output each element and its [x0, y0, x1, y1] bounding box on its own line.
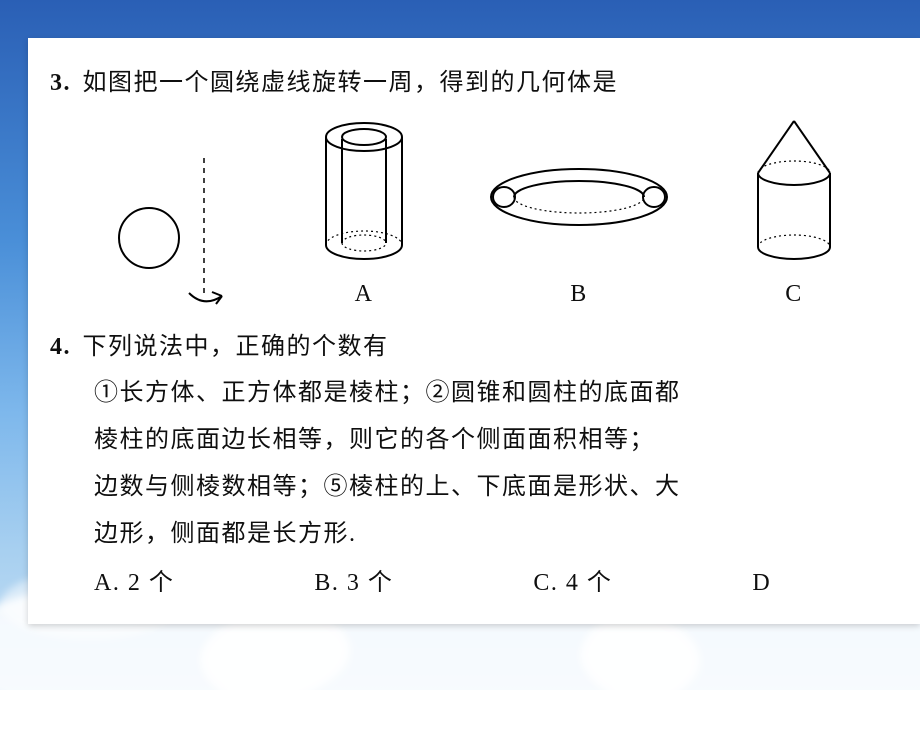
question-number: 4. — [50, 334, 71, 360]
question-text: 如图把一个圆绕虚线旋转一周，得到的几何体是 — [83, 70, 619, 96]
statement-line: 边数与侧棱数相等；⑤棱柱的上、下底面是形状、大 — [50, 464, 920, 511]
figure-label: B — [484, 271, 674, 318]
question-number: 3. — [50, 70, 71, 96]
statement-line: ①长方体、正方体都是棱柱；②圆锥和圆柱的底面都 — [50, 370, 920, 417]
option-c: C. 4 个 — [533, 560, 612, 607]
option-row: A. 2 个 B. 3 个 C. 4 个 D — [50, 560, 920, 607]
figure-option-c: C — [744, 117, 844, 318]
option-d: D — [752, 560, 771, 607]
figure-input — [94, 158, 244, 318]
figure-label: C — [744, 271, 844, 318]
figure-row: A B — [94, 117, 920, 318]
question-paper: 3. 如图把一个圆绕虚线旋转一周，得到的几何体是 — [28, 38, 920, 624]
option-b: B. 3 个 — [314, 560, 393, 607]
figure-option-a: A — [314, 117, 414, 318]
question-3: 3. 如图把一个圆绕虚线旋转一周，得到的几何体是 — [50, 60, 920, 107]
option-a: A. 2 个 — [94, 560, 174, 607]
figure-label: A — [314, 271, 414, 318]
statement-line: 棱柱的底面边长相等，则它的各个侧面面积相等； — [50, 417, 920, 464]
question-text: 下列说法中，正确的个数有 — [83, 334, 389, 360]
question-4: 4. 下列说法中，正确的个数有 — [50, 324, 920, 371]
figure-option-b: B — [484, 117, 674, 318]
statement-line: 边形，侧面都是长方形. — [50, 511, 920, 558]
